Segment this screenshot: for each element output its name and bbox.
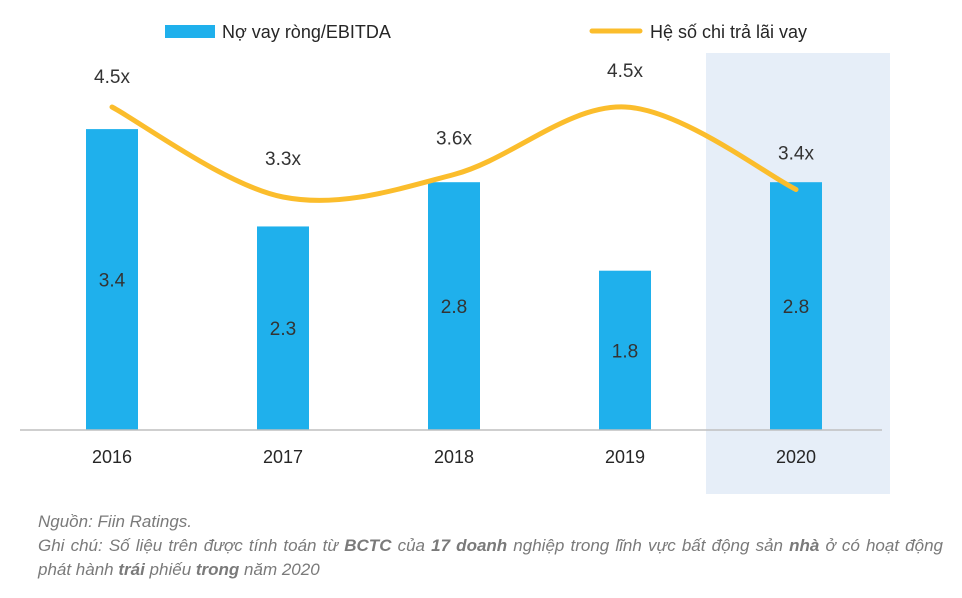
bar-label-2018: 2.8 [441,297,467,318]
line-label-2016: 4.5x [94,67,130,88]
legend-label-line: Hệ số chi trả lãi vay [650,22,807,42]
x-tick-2020: 2020 [776,447,816,467]
legend: Nợ vay ròng/EBITDA Hệ số chi trả lãi vay [165,22,807,42]
footnote: Nguồn: Fiin Ratings. Ghi chú: Số liệu tr… [38,510,943,582]
line-label-2017: 3.3x [265,149,301,170]
bar-label-2017: 2.3 [270,319,296,340]
x-tick-2018: 2018 [434,447,474,467]
x-tick-2019: 2019 [605,447,645,467]
x-tick-2016: 2016 [92,447,132,467]
bar-2017 [257,226,309,430]
note-part: nhà [789,536,820,555]
chart: 3.4 2.3 2.8 1.8 2.8 2016 2017 2018 2019 2020 4.5… [20,22,890,494]
note-part: 17 doanh [431,536,508,555]
bar-2019 [599,270,651,430]
note-part: Ghi chú: Số liệu trên được tính toán từ [38,536,345,555]
line-label-2019: 4.5x [607,61,643,82]
note-part: phiếu [144,560,196,579]
note-text: Ghi chú: Số liệu trên được tính toán từ … [38,534,943,582]
bar-2018 [428,182,480,430]
bar-label-2020: 2.8 [783,297,809,318]
note-part: năm 2020 [239,560,320,579]
line-label-2020: 3.4x [778,144,814,165]
bar-label-2016: 3.4 [99,271,126,292]
x-tick-2017: 2017 [263,447,303,467]
note-part: trái [118,560,145,579]
note-part: trong [195,560,240,579]
bar-2020 [770,182,822,430]
source-text: Nguồn: Fiin Ratings. [38,512,193,531]
bar-2016 [86,129,138,430]
note-part: ở có hoạt động phát hành [38,536,943,579]
note-part: nghiệp trong lĩnh vực bất động sản [507,536,790,555]
note-part: của [391,536,432,555]
bar-label-2019: 1.8 [612,341,638,362]
line-series-coverage [109,104,799,203]
legend-label-bar: Nợ vay ròng/EBITDA [222,22,391,42]
legend-swatch-bar [165,25,215,38]
note-part: BCTC [344,536,392,555]
line-label-2018: 3.6x [436,129,472,150]
